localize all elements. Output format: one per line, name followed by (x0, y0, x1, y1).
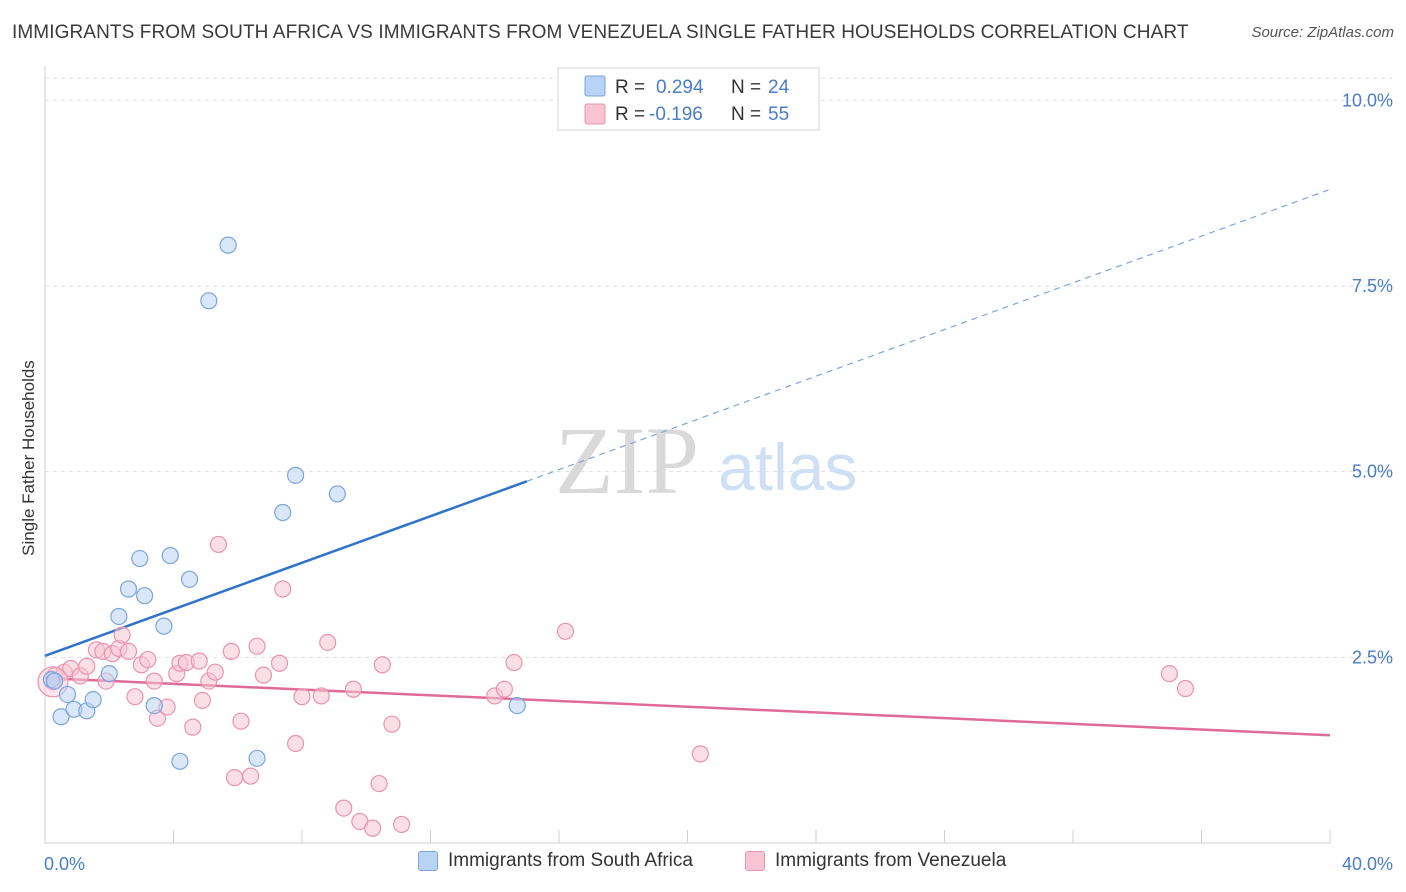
data-point-venezuela (193, 691, 212, 709)
data-point-venezuela (113, 626, 131, 644)
data-point-venezuela (556, 622, 575, 640)
data-point-venezuela (392, 815, 411, 834)
data-point-south-africa (131, 549, 149, 568)
data-point-venezuela (373, 656, 391, 674)
x-tick-label: 0.0% (44, 854, 85, 874)
x-tick-label: 40.0% (1342, 854, 1393, 874)
data-point-south-africa (328, 485, 346, 503)
data-point-venezuela (286, 734, 305, 753)
y-tick-label: 10.0% (1342, 90, 1393, 110)
legend-swatch-south-africa (584, 75, 606, 97)
legend-bottom: Immigrants from South Africa Immigrants … (0, 850, 1406, 880)
data-point-south-africa (274, 503, 292, 522)
data-point-south-africa (286, 466, 305, 484)
data-point-venezuela (274, 580, 292, 598)
data-point-south-africa (145, 696, 163, 715)
data-point-venezuela (254, 666, 273, 684)
data-point-venezuela (312, 687, 330, 705)
data-point-south-africa (180, 570, 199, 588)
data-point-venezuela (370, 774, 388, 793)
data-point-south-africa (110, 607, 128, 626)
venezuela-points (37, 535, 1195, 837)
legend-swatch-south-africa (418, 851, 438, 871)
data-point-venezuela (248, 637, 266, 655)
y-tick-label: 7.5% (1352, 276, 1393, 296)
data-point-venezuela (222, 642, 240, 660)
data-point-south-africa (171, 752, 189, 770)
data-point-venezuela (225, 769, 244, 787)
data-point-venezuela (206, 663, 224, 681)
data-point-venezuela (184, 718, 202, 736)
legend-n-label: N = (731, 104, 761, 125)
data-point-venezuela (319, 633, 337, 652)
y-tick-label: 5.0% (1352, 462, 1393, 482)
legend-label: Immigrants from South Africa (448, 850, 693, 871)
y-tick-label: 2.5% (1352, 647, 1393, 667)
trend-lines (44, 188, 1331, 737)
tick-labels: 2.5% 5.0% 7.5% 10.0% 0.0% 40.0% (44, 90, 1393, 874)
data-point-venezuela (495, 680, 513, 698)
data-point-venezuela (232, 712, 250, 730)
data-point-venezuela (293, 688, 311, 706)
data-point-venezuela (383, 715, 401, 733)
data-point-venezuela (242, 767, 260, 785)
watermark-atlas: atlas (718, 430, 857, 504)
gridlines (45, 77, 1392, 658)
data-point-south-africa (119, 580, 138, 598)
legend-item-venezuela[interactable]: Immigrants from Venezuela (745, 850, 1006, 872)
data-point-venezuela (691, 745, 709, 763)
axes (44, 66, 1331, 844)
legend-r-label: R = (615, 77, 645, 98)
data-point-venezuela (126, 688, 144, 706)
data-point-south-africa (100, 665, 118, 683)
data-point-south-africa (84, 691, 102, 709)
legend-swatch-venezuela (584, 103, 606, 125)
legend-n-value: 55 (768, 104, 789, 125)
data-point-venezuela (139, 650, 157, 669)
legend-r-value: -0.196 (649, 104, 703, 125)
legend-n-label: N = (731, 77, 761, 98)
data-point-venezuela (209, 535, 228, 554)
data-point-venezuela (145, 672, 163, 690)
data-point-south-africa (58, 685, 77, 704)
data-point-south-africa (508, 696, 526, 715)
data-point-venezuela (1176, 679, 1195, 698)
data-point-venezuela (119, 642, 138, 660)
legend-item-south-africa[interactable]: Immigrants from South Africa (418, 850, 693, 872)
data-point-south-africa (219, 236, 237, 254)
data-point-south-africa (200, 292, 218, 310)
data-point-south-africa (46, 672, 64, 690)
data-point-south-africa (155, 617, 173, 635)
data-point-south-africa (52, 708, 70, 726)
data-point-venezuela (270, 654, 289, 672)
legend-swatch-venezuela (745, 851, 765, 871)
data-point-venezuela (344, 680, 362, 698)
data-point-south-africa (135, 587, 154, 605)
data-point-south-africa (161, 546, 179, 565)
data-point-venezuela (78, 657, 96, 675)
legend-label: Immigrants from Venezuela (775, 850, 1007, 871)
watermark-zip: ZIP (555, 407, 699, 514)
data-point-venezuela (505, 653, 523, 672)
data-point-south-africa (248, 749, 266, 767)
south-africa-points (42, 236, 526, 770)
legend-top: R = 0.294 N = 24 R = -0.196 N = 55 (557, 67, 820, 131)
trend-line-venezuela (44, 676, 1331, 737)
trend-line-south-africa-extension (526, 188, 1331, 482)
data-point-venezuela (335, 799, 353, 817)
data-point-venezuela (1160, 665, 1178, 683)
watermark: ZIP atlas (555, 407, 857, 514)
chart-title: IMMIGRANTS FROM SOUTH AFRICA VS IMMIGRAN… (12, 22, 1189, 43)
trend-line-south-africa (44, 480, 528, 658)
legend-r-label: R = (615, 104, 645, 125)
legend-n-value: 24 (768, 77, 790, 98)
source-label: Source: ZipAtlas.com (1251, 24, 1394, 41)
legend-r-value: 0.294 (656, 77, 704, 98)
data-point-venezuela (364, 819, 382, 837)
y-axis-label: Single Father Households (19, 360, 38, 556)
data-point-venezuela (190, 652, 208, 670)
